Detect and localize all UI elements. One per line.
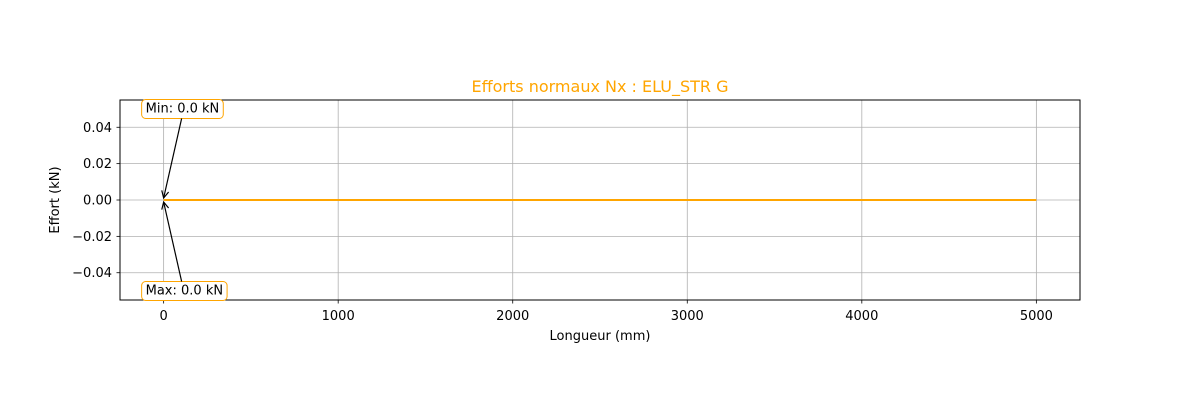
y-tick-label: −0.02 bbox=[72, 230, 112, 245]
x-tick-label: 5000 bbox=[1020, 309, 1053, 324]
annotation-arrowhead bbox=[161, 190, 170, 200]
y-tick-label: 0.00 bbox=[83, 194, 112, 209]
annotations: Min: 0.0 kN Max: 0.0 kN bbox=[141, 99, 228, 301]
y-axis-label: Effort (kN) bbox=[48, 166, 63, 233]
x-tick-label: 4000 bbox=[845, 309, 878, 324]
chart-title: Efforts normaux Nx : ELU_STR G bbox=[472, 77, 729, 97]
annotation-arrowhead bbox=[161, 200, 170, 210]
max-annotation: Max: 0.0 kN bbox=[141, 200, 228, 301]
annotation-label: Max: 0.0 kN bbox=[146, 284, 223, 299]
ticks: 0 1000 2000 3000 4000 5000 −0.04 −0.02 0.00 0.02 0… bbox=[72, 121, 1053, 324]
annotation-box bbox=[141, 281, 228, 301]
y-tick-label: 0.04 bbox=[83, 121, 112, 136]
annotation-arrow bbox=[163, 118, 183, 199]
annotation-arrow bbox=[163, 201, 183, 282]
x-tick-label: 3000 bbox=[671, 309, 704, 324]
annotation-label: Min: 0.0 kN bbox=[146, 102, 220, 117]
annotation-box bbox=[141, 99, 224, 119]
x-tick-label: 2000 bbox=[496, 309, 529, 324]
x-tick-label: 1000 bbox=[322, 309, 355, 324]
y-tick-label: 0.02 bbox=[83, 157, 112, 172]
x-tick-label: 0 bbox=[159, 309, 167, 324]
min-annotation: Min: 0.0 kN bbox=[141, 99, 224, 200]
y-tick-label: −0.04 bbox=[72, 266, 112, 281]
x-axis-label: Longueur (mm) bbox=[550, 329, 651, 344]
